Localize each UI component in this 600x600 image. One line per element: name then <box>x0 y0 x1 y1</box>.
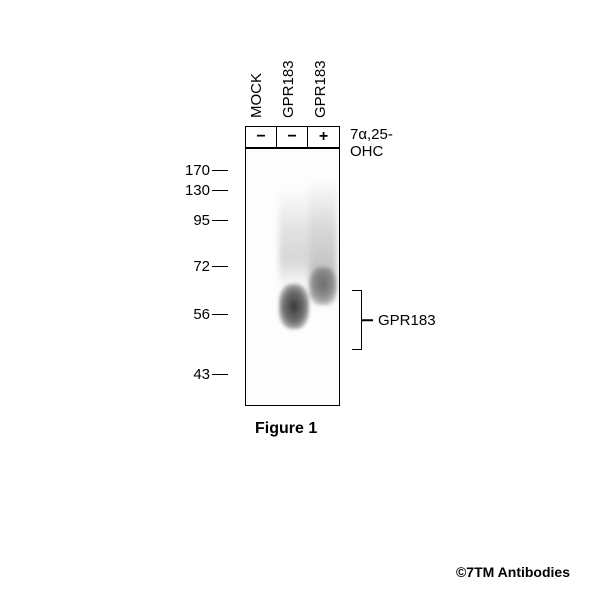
blot-band-lane1 <box>279 284 309 329</box>
mw-marker-95: 95 <box>180 212 228 229</box>
mw-marker-56: 56 <box>180 306 228 323</box>
mw-value: 56 <box>180 306 210 323</box>
mw-value: 95 <box>180 212 210 229</box>
mw-marker-170: 170 <box>180 162 228 179</box>
treatment-box: − − + <box>245 126 340 148</box>
figure-caption: Figure 1 <box>255 420 317 438</box>
mw-tick <box>212 190 228 192</box>
mw-tick <box>212 314 228 316</box>
mw-tick <box>212 220 228 222</box>
blot-band-lane2 <box>309 267 337 305</box>
treatment-cell-0: − <box>246 127 277 147</box>
mw-tick <box>212 374 228 376</box>
mw-value: 170 <box>180 162 210 179</box>
band-bracket <box>352 290 362 350</box>
lane-label-mock: MOCK <box>248 58 276 118</box>
band-label-group: GPR183 <box>352 290 436 350</box>
mw-marker-130: 130 <box>180 182 228 199</box>
mw-value: 72 <box>180 258 210 275</box>
figure-container: MOCK GPR183 GPR183 − − + 7α,25-OHC 170 13… <box>130 60 430 460</box>
western-blot <box>245 148 340 406</box>
treatment-cell-2: + <box>308 127 339 147</box>
copyright-text: ©7TM Antibodies <box>456 564 570 580</box>
treatment-cell-1: − <box>277 127 308 147</box>
treatment-row: − − + 7α,25-OHC <box>245 126 340 148</box>
lane-label-gpr183-plus: GPR183 <box>312 58 340 118</box>
lane-label-gpr183-minus: GPR183 <box>280 58 308 118</box>
mw-value: 43 <box>180 366 210 383</box>
mw-tick <box>212 266 228 268</box>
mw-marker-43: 43 <box>180 366 228 383</box>
mw-value: 130 <box>180 182 210 199</box>
mw-marker-72: 72 <box>180 258 228 275</box>
mw-tick <box>212 170 228 172</box>
blot-smear-lane1 <box>279 189 309 289</box>
band-label-text: GPR183 <box>378 312 436 329</box>
treatment-label: 7α,25-OHC <box>350 126 393 160</box>
bracket-tick <box>361 319 373 321</box>
lane-labels-row: MOCK GPR183 GPR183 <box>248 58 340 118</box>
